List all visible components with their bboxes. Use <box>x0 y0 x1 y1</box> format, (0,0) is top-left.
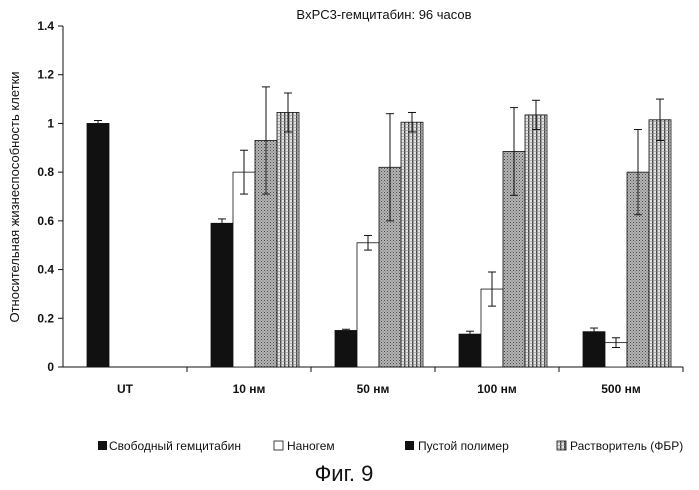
chart-title: BxPC3-гемцитабин: 96 часов <box>296 7 471 22</box>
figure-caption: Фиг. 9 <box>315 461 374 486</box>
y-axis-title: Относительная жизнеспособность клетки <box>7 71 22 322</box>
y-tick-label: 0.4 <box>37 263 54 277</box>
bar <box>459 334 481 367</box>
y-tick-label: 0.2 <box>37 311 54 325</box>
y-axis: 0 0.2 0.4 0.6 0.8 1 1.2 1.4 <box>37 19 63 374</box>
x-axis <box>63 367 683 372</box>
category-label: UT <box>117 382 134 396</box>
legend: Свободный гемцитабин Наногем Пустой поли… <box>98 439 683 453</box>
bar <box>211 223 233 367</box>
y-tick-label: 1.2 <box>37 68 54 82</box>
bar <box>233 172 255 367</box>
category-label: 500 нм <box>601 382 641 396</box>
y-tick-label: 0.6 <box>37 214 54 228</box>
category-label: 100 нм <box>477 382 517 396</box>
legend-label-free-gemcitabine: Свободный гемцитабин <box>109 439 241 453</box>
y-tick-label: 1 <box>47 116 54 130</box>
bars <box>87 112 671 367</box>
bar <box>583 332 605 367</box>
bar <box>335 330 357 367</box>
bar <box>649 120 671 367</box>
category-label: 50 нм <box>357 382 390 396</box>
legend-swatch-empty-polymer <box>405 441 414 450</box>
category-labels: UT 10 нм 50 нм 100 нм 500 нм <box>117 382 641 396</box>
y-tick-label: 1.4 <box>37 19 54 33</box>
y-tick-label: 0 <box>47 360 54 374</box>
bar <box>525 115 547 367</box>
bar <box>401 122 423 367</box>
y-tick-label: 0.8 <box>37 165 54 179</box>
legend-label-nanogem: Наногем <box>287 439 335 453</box>
legend-item-solvent: Растворитель (ФБР) <box>557 439 683 453</box>
category-label: 10 нм <box>233 382 266 396</box>
legend-item-nanogem: Наногем <box>274 439 335 453</box>
legend-label-empty-polymer: Пустой полимер <box>418 439 509 453</box>
legend-label-solvent: Растворитель (ФБР) <box>570 439 683 453</box>
legend-swatch-solvent <box>557 441 566 450</box>
legend-item-free-gemcitabine: Свободный гемцитабин <box>98 439 241 453</box>
bar <box>87 123 109 367</box>
legend-item-empty-polymer: Пустой полимер <box>405 439 509 453</box>
bar <box>357 243 379 367</box>
legend-swatch-nanogem <box>274 441 283 450</box>
bar <box>277 112 299 367</box>
legend-swatch-free-gemcitabine <box>98 441 107 450</box>
